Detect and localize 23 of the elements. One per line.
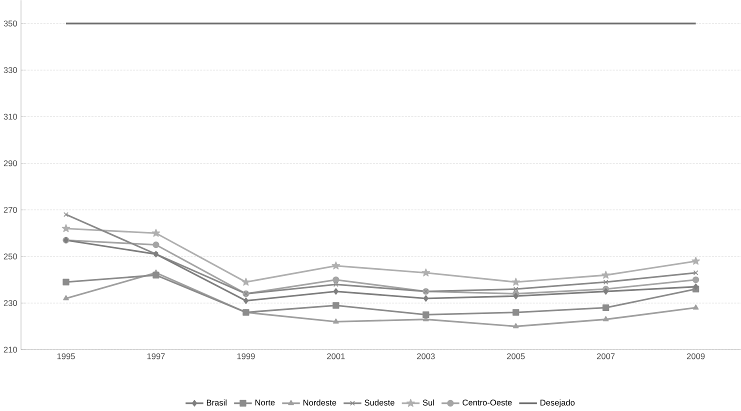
y-tick-label: 350: [4, 20, 18, 26]
legend-label: Centro-Oeste: [462, 399, 512, 406]
x-tick-label: 2003: [417, 353, 435, 360]
y-tick-label: 230: [4, 300, 18, 306]
x-tick-label: 2007: [597, 353, 615, 360]
y-tick-label: 250: [4, 253, 18, 260]
y-tick-label: 290: [4, 160, 18, 166]
legend-label: Sul: [422, 399, 434, 406]
x-tick-label: 2009: [686, 353, 705, 360]
x-tick-label: 1995: [57, 353, 75, 360]
legend-label: Sudeste: [364, 399, 394, 406]
x-tick-label: 2001: [327, 353, 345, 360]
x-tick-label: 2005: [507, 353, 525, 360]
x-tick-label: 1999: [237, 353, 255, 360]
y-tick-label: 310: [4, 114, 18, 120]
legend-label: Nordeste: [303, 399, 336, 406]
y-tick-label: 210: [4, 346, 18, 353]
x-tick-label: 1997: [147, 353, 165, 360]
legend-label: Brasil: [206, 399, 226, 406]
y-tick-label: 270: [4, 206, 18, 213]
y-tick-label: 330: [4, 67, 18, 73]
legend-label: Norte: [255, 400, 275, 406]
legend-label: Desejado: [540, 399, 575, 408]
